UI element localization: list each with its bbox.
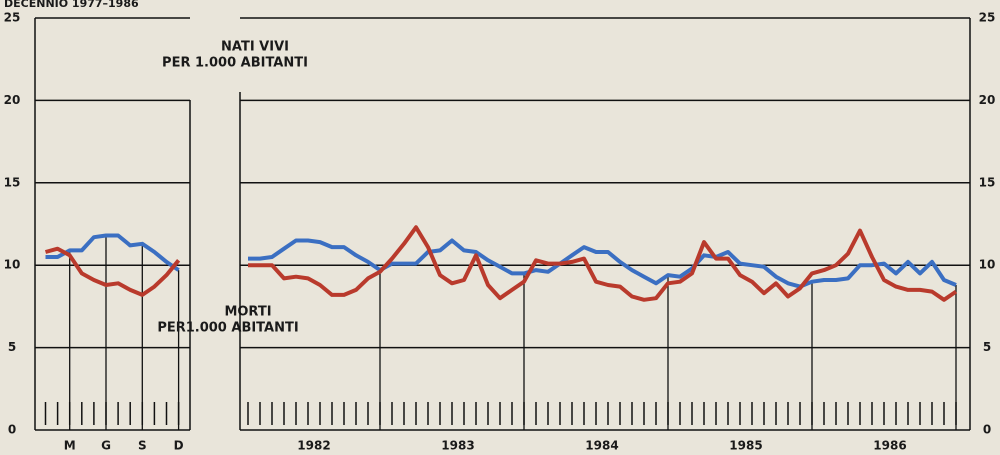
x-tick-label: M [64,439,76,453]
y-tick-label: 15 [979,175,996,189]
x-tick-label: 1986 [873,439,906,453]
series-line [44,246,181,297]
annotation: NATI VIVI [221,40,289,55]
y-tick-label: 10 [979,258,996,272]
annotation: MORTI [224,305,271,320]
y-tick-label: 25 [4,11,21,25]
chart-title: DECENNIO 1977–1986 [4,0,139,10]
x-tick-label: 1983 [441,439,474,453]
y-tick-label: 5 [983,340,991,354]
y-tick-label: 10 [4,258,21,272]
y-tick-label: 5 [8,340,16,354]
y-tick-label: 0 [8,423,16,437]
x-tick-label: 1985 [729,439,762,453]
y-tick-label: 25 [979,11,996,25]
y-tick-label: 20 [4,93,21,107]
series-line [45,233,180,272]
y-tick-label: 20 [979,93,996,107]
annotation: PER1.000 ABITANTI [157,321,298,336]
y-tick-label: 0 [983,423,991,437]
series-line [248,225,958,302]
x-tick-label: 1984 [585,439,618,453]
annotation: PER 1.000 ABITANTI [162,56,308,71]
x-tick-label: D [174,439,184,453]
y-tick-label: 15 [4,175,21,189]
series-line [248,238,957,289]
x-tick-label: S [138,439,147,453]
x-tick-label: 1982 [297,439,330,453]
x-tick-label: G [101,439,111,453]
